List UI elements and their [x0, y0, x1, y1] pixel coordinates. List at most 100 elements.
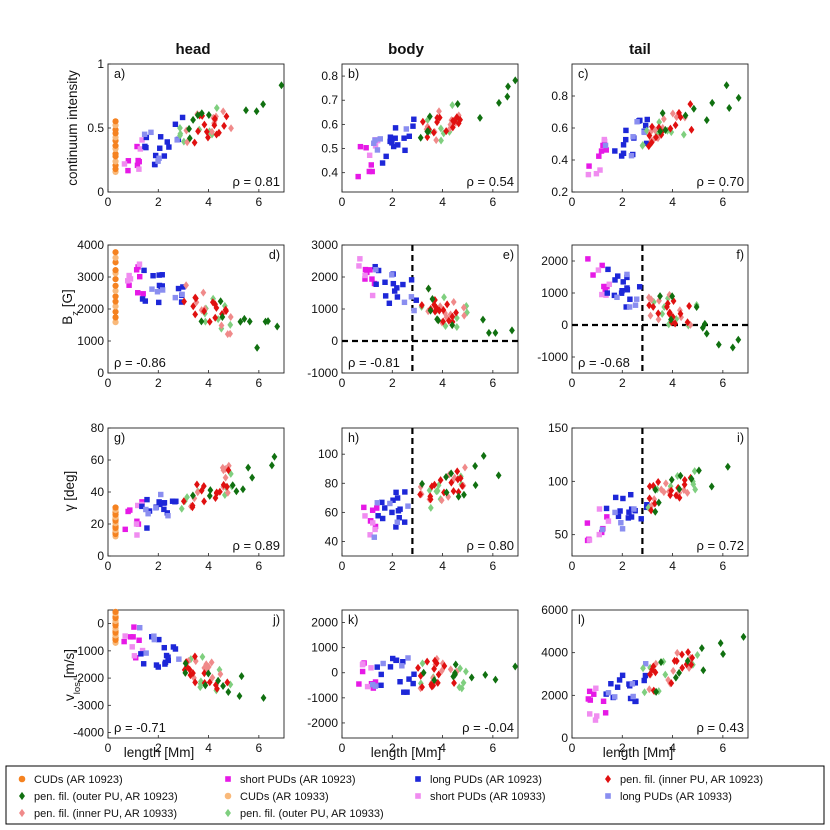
point-long-10923 [641, 677, 647, 684]
point-inner-10923 [435, 670, 442, 679]
rho-annotation-i: ρ = 0.72 [696, 538, 744, 553]
point-long-10923 [379, 160, 386, 166]
point-long-10933 [176, 656, 182, 662]
point-short-10923 [125, 167, 131, 174]
point-short-10933 [592, 717, 599, 723]
point-outer-10923 [708, 482, 715, 491]
point-long-10923 [394, 495, 401, 501]
point-long-10923 [161, 506, 167, 513]
point-inner-10923 [213, 489, 220, 498]
point-short-10923 [369, 168, 375, 175]
y-tick-label: 100 [548, 474, 568, 488]
legend-marker-outer-10933 [225, 808, 231, 818]
x-tick-label: 6 [256, 559, 263, 573]
point-outer-10923 [461, 490, 467, 499]
point-outer-10933 [419, 659, 426, 668]
point-inner-10923 [679, 650, 685, 659]
point-outer-10923 [468, 673, 475, 682]
point-inner-10923 [430, 128, 437, 137]
point-short-10933 [370, 520, 376, 526]
point-inner-10923 [433, 659, 440, 668]
point-outer-10923 [735, 93, 742, 102]
point-inner-10923 [190, 302, 197, 311]
point-long-10923 [390, 143, 397, 150]
point-outer-10923 [194, 111, 201, 120]
x-tick-label: 0 [339, 559, 346, 573]
point-outer-10933 [641, 688, 648, 697]
panel-frame [107, 609, 285, 739]
panel-label-b: b) [348, 67, 359, 81]
y-tick-label: 2000 [311, 270, 338, 284]
point-inner-10923 [673, 491, 679, 500]
y-tick-label: 0 [97, 185, 104, 199]
y-tick-label: 6000 [541, 603, 568, 617]
x-tick-label: 4 [669, 195, 676, 209]
point-outer-10933 [178, 504, 185, 513]
point-short-10923 [367, 267, 373, 273]
legend-label: pen. fil. (outer PU, AR 10933) [240, 808, 384, 820]
point-outer-10923 [419, 479, 425, 488]
point-outer-10923 [220, 682, 226, 691]
point-inner-10923 [671, 656, 678, 665]
point-outer-10923 [703, 329, 710, 338]
y-tick-label: 60 [325, 505, 339, 519]
x-tick-label: 2 [155, 559, 162, 573]
panel-label-e: e) [503, 248, 514, 262]
point-long-10923 [155, 664, 161, 670]
point-long-10933 [137, 624, 143, 631]
x-tick-label: 0 [105, 741, 112, 755]
point-short-10923 [359, 668, 366, 675]
point-short-10933 [585, 171, 592, 178]
point-outer-10923 [682, 111, 689, 120]
point-outer-10923 [688, 474, 695, 483]
point-outer-10923 [205, 110, 212, 119]
point-short-10923 [131, 624, 137, 630]
point-long-10923 [400, 281, 406, 288]
point-long-10933 [159, 287, 166, 293]
y-tick-label: -2000 [73, 671, 104, 685]
point-short-10923 [136, 637, 142, 643]
point-long-10923 [614, 273, 621, 279]
point-long-10933 [380, 660, 386, 667]
point-outer-10923 [452, 660, 459, 669]
point-inner-10933 [436, 107, 442, 116]
x-tick-label: 6 [490, 376, 497, 390]
x-tick-label: 2 [389, 195, 396, 209]
x-axis-labels: length [Mm] length [Mm] length [Mm] [124, 745, 674, 760]
point-outer-10923 [245, 463, 252, 472]
point-long-10923 [157, 145, 163, 151]
point-long-10923 [390, 280, 397, 287]
point-short-10933 [366, 152, 373, 159]
point-outer-10933 [460, 678, 467, 687]
point-inner-10933 [228, 124, 234, 133]
point-outer-10923 [720, 649, 726, 658]
point-outer-10923 [240, 485, 246, 494]
point-long-10923 [144, 525, 150, 531]
point-inner-10923 [223, 112, 230, 121]
point-outer-10923 [480, 315, 486, 324]
point-inner-10923 [440, 305, 447, 314]
point-long-10923 [626, 681, 632, 687]
point-outer-10923 [492, 328, 499, 337]
x-tick-label: 0 [339, 195, 346, 209]
point-long-10933 [612, 694, 618, 700]
panel-b: 0 2 4 6 0.4 0.5 0.6 0.7 0.8 b) ρ = 0.54 [321, 63, 519, 209]
point-long-10923 [164, 510, 171, 516]
point-inner-10923 [187, 671, 194, 680]
point-outer-10923 [431, 676, 438, 685]
point-long-10933 [153, 505, 159, 511]
point-long-10923 [386, 300, 393, 306]
point-long-10923 [612, 277, 618, 283]
point-inner-10923 [216, 128, 222, 137]
y-tick-label: 40 [91, 485, 105, 499]
point-inner-10923 [453, 308, 459, 317]
point-long-10923 [628, 514, 635, 520]
point-long-10933 [387, 500, 393, 507]
point-long-10923 [375, 267, 382, 274]
point-long-10923 [392, 135, 398, 141]
point-short-10923 [364, 269, 370, 276]
point-inner-10923 [655, 309, 662, 318]
point-long-10923 [644, 502, 650, 508]
point-short-10933 [357, 256, 363, 262]
